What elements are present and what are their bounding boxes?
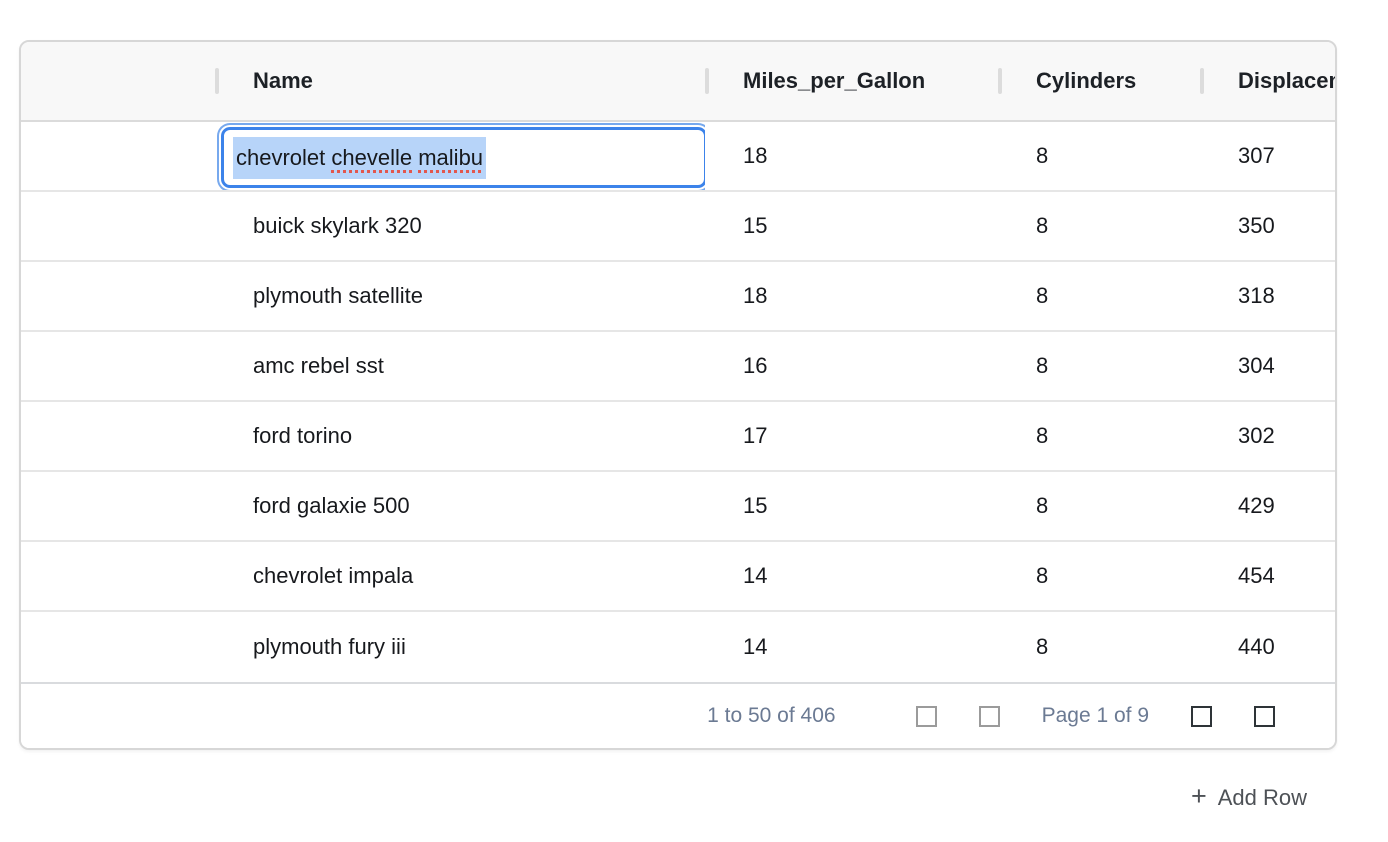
add-row-button[interactable]: + Add Row	[1191, 783, 1307, 813]
cell-cylinders[interactable]: 8	[1036, 563, 1049, 588]
row-gutter-cell	[21, 402, 215, 470]
add-row-label: Add Row	[1217, 785, 1307, 810]
table-row: ford torino 17 8 302	[21, 402, 1335, 472]
cell-name[interactable]: chevrolet chevelle malibu	[215, 122, 705, 190]
cell-mpg[interactable]: 15	[743, 493, 768, 518]
cell-cylinders[interactable]: 8	[1036, 634, 1049, 659]
cell-displacement[interactable]: 304	[1238, 353, 1275, 378]
cell-cylinders[interactable]: 8	[1036, 283, 1049, 308]
header-cell-displacement[interactable]: Displacement	[1200, 42, 1335, 120]
table-row: amc rebel sst 16 8 304	[21, 332, 1335, 402]
grid-header-row: Name Miles_per_Gallon Cylinders Displace…	[21, 42, 1335, 122]
cell-displacement[interactable]: 302	[1238, 423, 1275, 448]
header-label: Displacement	[1238, 68, 1335, 93]
text-selection: chevrolet chevelle malibu	[233, 136, 487, 179]
row-gutter-cell	[21, 612, 215, 682]
cell-name[interactable]: amc rebel sst	[253, 353, 384, 378]
cell-cylinders[interactable]: 8	[1036, 423, 1049, 448]
row-gutter-cell	[21, 332, 215, 400]
header-label: Cylinders	[1036, 68, 1137, 93]
cell-displacement[interactable]: 307	[1238, 143, 1275, 168]
page-status: Page 1 of 9	[1041, 704, 1149, 727]
column-separator	[998, 68, 1002, 94]
paging-panel: 1 to 50 of 406 Page 1 of 9	[21, 682, 1335, 748]
plus-icon: +	[1190, 781, 1207, 811]
cell-cylinders[interactable]: 8	[1036, 143, 1049, 168]
table-row: buick skylark 320 15 8 350	[21, 192, 1335, 262]
grid-body: chevrolet chevelle malibu 18 8 307 buick…	[21, 122, 1335, 682]
cell-cylinders[interactable]: 8	[1036, 213, 1049, 238]
row-gutter-cell	[21, 122, 215, 190]
column-separator	[215, 68, 219, 94]
cell-mpg[interactable]: 18	[743, 283, 768, 308]
cell-mpg[interactable]: 14	[743, 634, 768, 659]
table-row: chevrolet chevelle malibu 18 8 307	[21, 122, 1335, 192]
cell-cylinders[interactable]: 8	[1036, 353, 1049, 378]
cell-name[interactable]: buick skylark 320	[253, 213, 422, 238]
column-separator	[705, 68, 709, 94]
row-gutter-cell	[21, 192, 215, 260]
table-row: chevrolet impala 14 8 454	[21, 542, 1335, 612]
previous-page-icon[interactable]	[978, 705, 1000, 727]
cell-mpg[interactable]: 16	[743, 353, 768, 378]
row-gutter-cell	[21, 262, 215, 330]
row-gutter-cell	[21, 472, 215, 540]
cell-name[interactable]: plymouth satellite	[253, 283, 423, 308]
header-cell-cylinders[interactable]: Cylinders	[998, 42, 1200, 120]
data-grid: Name Miles_per_Gallon Cylinders Displace…	[19, 40, 1337, 750]
editor-text-misspelled: malibu	[418, 144, 484, 170]
editor-text: chevrolet	[236, 144, 332, 170]
cell-name[interactable]: chevrolet impala	[253, 563, 414, 588]
cell-name[interactable]: plymouth fury iii	[253, 634, 406, 659]
row-gutter-cell	[21, 542, 215, 610]
first-page-icon[interactable]	[915, 705, 937, 727]
cell-displacement[interactable]: 350	[1238, 213, 1275, 238]
header-cell-miles-per-gallon[interactable]: Miles_per_Gallon	[705, 42, 998, 120]
cell-cylinders[interactable]: 8	[1036, 493, 1049, 518]
row-range-summary: 1 to 50 of 406	[707, 704, 836, 727]
cell-name[interactable]: ford galaxie 500	[253, 493, 410, 518]
cell-name[interactable]: ford torino	[253, 423, 353, 448]
cell-displacement[interactable]: 454	[1238, 563, 1275, 588]
header-cell-row-gutter	[21, 42, 215, 120]
header-label: Name	[253, 68, 313, 93]
table-row: ford galaxie 500 15 8 429	[21, 472, 1335, 542]
cell-mpg[interactable]: 15	[743, 213, 768, 238]
table-row: plymouth satellite 18 8 318	[21, 262, 1335, 332]
cell-displacement[interactable]: 318	[1238, 283, 1275, 308]
cell-mpg[interactable]: 17	[743, 423, 768, 448]
header-cell-name[interactable]: Name	[215, 42, 705, 120]
column-separator	[1200, 68, 1204, 94]
cell-displacement[interactable]: 440	[1238, 634, 1275, 659]
cell-displacement[interactable]: 429	[1238, 493, 1275, 518]
editor-text-misspelled: chevelle	[331, 144, 413, 170]
cell-editor-input[interactable]: chevrolet chevelle malibu	[221, 127, 705, 188]
header-label: Miles_per_Gallon	[743, 68, 926, 93]
cell-mpg[interactable]: 18	[743, 143, 768, 168]
cell-mpg[interactable]: 14	[743, 563, 768, 588]
table-row: plymouth fury iii 14 8 440	[21, 612, 1335, 682]
next-page-icon[interactable]	[1191, 705, 1212, 727]
last-page-icon[interactable]	[1254, 705, 1275, 727]
